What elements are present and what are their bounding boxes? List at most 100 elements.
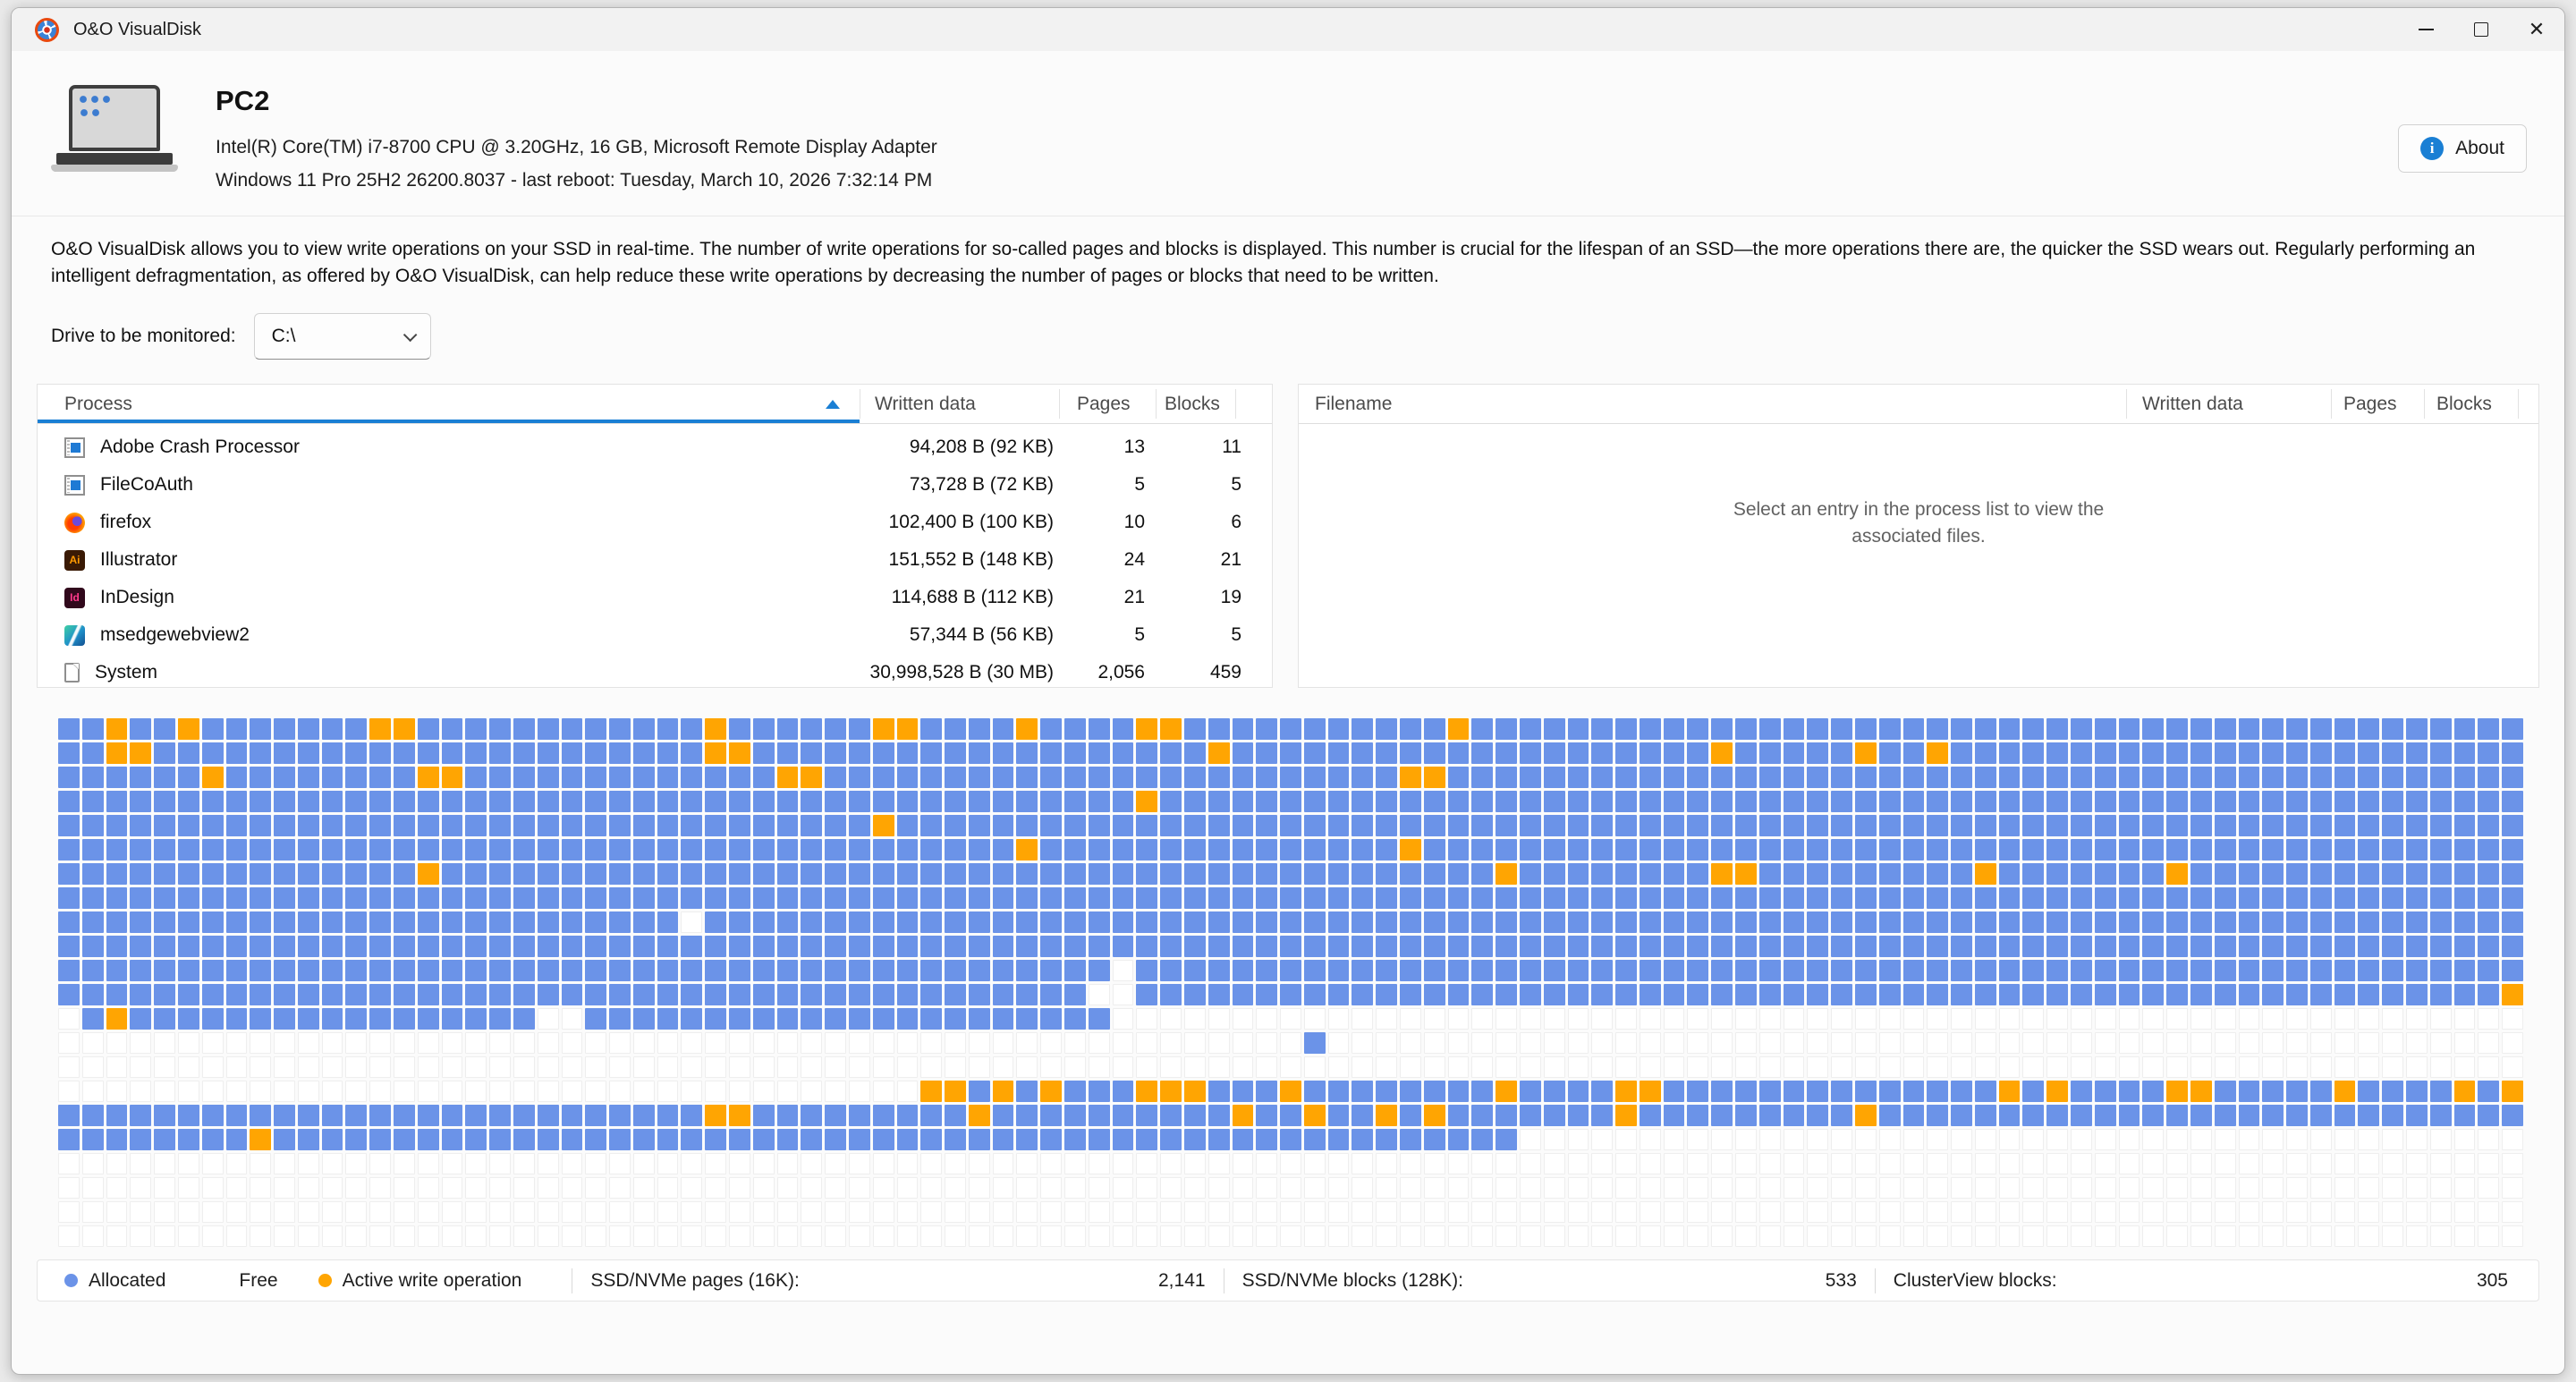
grid-cell-allocated — [1183, 791, 1206, 812]
grid-cell-allocated — [2238, 887, 2260, 909]
process-row[interactable]: Adobe Crash Processor 94,208 B (92 KB) 13 1… — [38, 428, 1272, 466]
grid-cell-free — [513, 1153, 535, 1174]
grid-cell-free — [992, 1056, 1014, 1078]
process-row[interactable]: Ai Illustrator 151,552 B (148 KB) 24 21 — [38, 541, 1272, 579]
process-row[interactable]: FileCoAuth 73,728 B (72 KB) 5 5 — [38, 466, 1272, 504]
grid-cell-allocated — [297, 767, 319, 788]
column-header-written-data[interactable]: Written data — [2142, 393, 2243, 414]
grid-cell-free — [106, 1225, 128, 1247]
column-header-pages[interactable]: Pages — [1077, 393, 1131, 414]
minimize-button[interactable] — [2398, 8, 2453, 51]
maximize-button[interactable] — [2453, 8, 2509, 51]
grid-cell-allocated — [1543, 742, 1565, 764]
close-button[interactable]: ✕ — [2509, 8, 2564, 51]
grid-cell-allocated — [681, 984, 703, 1005]
grid-cell-free — [1758, 1225, 1781, 1247]
grid-cell-active-write — [1376, 1105, 1398, 1126]
grid-cell-free — [2094, 1201, 2116, 1223]
grid-cell-allocated — [1758, 718, 1781, 740]
drive-select[interactable]: C:\ — [253, 313, 431, 360]
grid-cell-allocated — [321, 839, 343, 861]
grid-cell-allocated — [1376, 1129, 1398, 1150]
grid-cell-allocated — [1496, 742, 1517, 764]
grid-cell-allocated — [1327, 791, 1350, 812]
grid-cell-active-write — [1016, 839, 1038, 861]
grid-cell-free — [1687, 1201, 1709, 1223]
process-row[interactable]: firefox 102,400 B (100 KB) 10 6 — [38, 504, 1272, 541]
grid-cell-allocated — [1136, 960, 1158, 981]
column-header-blocks[interactable]: Blocks — [1165, 393, 1220, 414]
grid-cell-free — [2142, 1129, 2165, 1150]
process-table-body: Adobe Crash Processor 94,208 B (92 KB) 13 1… — [38, 424, 1272, 687]
grid-cell-allocated — [345, 1129, 368, 1150]
grid-cell-free — [489, 1225, 511, 1247]
grid-cell-allocated — [1183, 718, 1206, 740]
process-written: 94,208 B (92 KB) — [909, 437, 1054, 457]
grid-cell-active-write — [1303, 1105, 1326, 1126]
grid-cell-free — [2358, 1032, 2380, 1054]
grid-cell-allocated — [1280, 1105, 1301, 1126]
grid-cell-free — [417, 1201, 439, 1223]
column-header-pages[interactable]: Pages — [2343, 393, 2397, 414]
grid-cell-allocated — [1088, 960, 1110, 981]
grid-cell-allocated — [1016, 1105, 1038, 1126]
grid-cell-free — [394, 1177, 415, 1199]
grid-cell-allocated — [681, 1129, 703, 1150]
grid-cell-free — [1496, 1032, 1517, 1054]
column-header-blocks[interactable]: Blocks — [2436, 393, 2492, 414]
grid-cell-active-write — [1232, 1105, 1254, 1126]
grid-cell-allocated — [1711, 911, 1733, 933]
grid-cell-allocated — [2478, 718, 2500, 740]
grid-cell-allocated — [513, 718, 535, 740]
titlebar: O&O VisualDisk ✕ — [12, 8, 2564, 51]
grid-cell-allocated — [1998, 984, 2021, 1005]
grid-cell-allocated — [2071, 887, 2092, 909]
grid-cell-free — [1496, 1177, 1517, 1199]
grid-cell-free — [2262, 1201, 2284, 1223]
grid-cell-free — [345, 1201, 368, 1223]
process-row[interactable]: msedgewebview2 57,344 B (56 KB) 5 5 — [38, 616, 1272, 654]
header-separator — [2424, 389, 2425, 419]
grid-cell-allocated — [1088, 1008, 1110, 1030]
grid-cell-free — [1831, 1201, 1852, 1223]
grid-cell-allocated — [2309, 815, 2332, 836]
about-button[interactable]: i About — [2398, 124, 2527, 173]
grid-cell-free — [1687, 1225, 1709, 1247]
grid-cell-active-write — [2502, 984, 2523, 1005]
grid-cell-allocated — [2166, 984, 2188, 1005]
grid-cell-allocated — [106, 863, 128, 885]
grid-cell-free — [441, 1032, 463, 1054]
grid-cell-free — [489, 1177, 511, 1199]
grid-cell-free — [1160, 1201, 1182, 1223]
grid-cell-allocated — [848, 960, 870, 981]
grid-cell-allocated — [2286, 1105, 2308, 1126]
grid-cell-free — [1352, 1008, 1374, 1030]
grid-cell-free — [1615, 1177, 1637, 1199]
grid-cell-free — [2429, 1129, 2452, 1150]
grid-cell-allocated — [177, 839, 199, 861]
process-written: 57,344 B (56 KB) — [909, 624, 1054, 645]
grid-cell-allocated — [513, 1008, 535, 1030]
grid-cell-allocated — [609, 1008, 631, 1030]
status-stat-value: 533 — [1825, 1269, 1857, 1291]
column-header-filename[interactable]: Filename — [1315, 393, 1393, 414]
grid-cell-allocated — [2309, 718, 2332, 740]
column-header-written-data[interactable]: Written data — [875, 393, 976, 414]
grid-cell-active-write — [1423, 767, 1445, 788]
grid-cell-allocated — [2262, 887, 2284, 909]
stats-container: SSD/NVMe pages (16K): 2,141 SSD/NVMe block… — [557, 1268, 2512, 1293]
grid-cell-allocated — [2406, 839, 2428, 861]
column-header-process[interactable]: Process — [38, 385, 860, 423]
grid-cell-allocated — [1112, 936, 1134, 957]
grid-cell-allocated — [177, 742, 199, 764]
process-row[interactable]: Id InDesign 114,688 B (112 KB) 21 19 — [38, 579, 1272, 616]
grid-cell-free — [2046, 1225, 2069, 1247]
grid-cell-allocated — [1639, 791, 1661, 812]
grid-cell-allocated — [2022, 863, 2045, 885]
grid-cell-allocated — [1998, 718, 2021, 740]
grid-cell-free — [1519, 1153, 1541, 1174]
grid-cell-free — [1400, 1201, 1421, 1223]
process-row[interactable]: System 30,998,528 B (30 MB) 2,056 459 — [38, 654, 1272, 687]
grid-cell-free — [609, 1225, 631, 1247]
grid-cell-allocated — [513, 936, 535, 957]
